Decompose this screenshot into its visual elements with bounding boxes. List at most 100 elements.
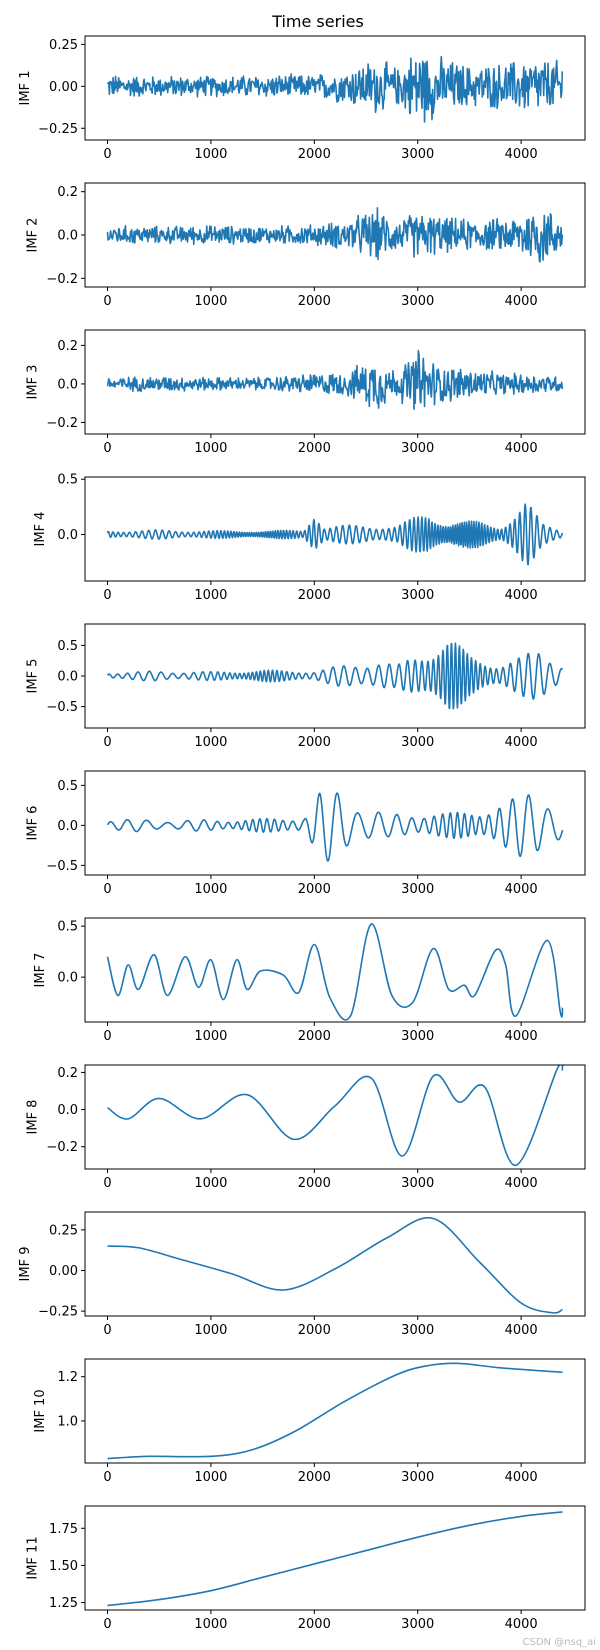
x-tick-label: 2000 [298, 588, 331, 603]
imf-panel: 0 1000 2000 3000 4000 −0.5 0.0 0.5 IMF 5 [26, 623, 586, 750]
y-tick-label: −0.2 [46, 416, 78, 431]
x-tick-label: 2000 [298, 147, 331, 162]
y-axis-label: IMF 7 [33, 953, 48, 988]
y-tick-label: 0.25 [49, 1223, 78, 1238]
x-tick-label: 3000 [401, 147, 434, 162]
axes-frame [84, 770, 586, 876]
x-tick-label: 2000 [298, 294, 331, 309]
y-axis-label: IMF 1 [18, 71, 33, 106]
imf-series-line [106, 923, 564, 1021]
y-axis-label: IMF 4 [33, 512, 48, 547]
y-tick-label: 0.25 [49, 38, 78, 53]
imf-panel: 0 1000 2000 3000 4000 1.25 1.50 1.75 IMF 11 [26, 1505, 586, 1632]
y-axis-label: IMF 2 [26, 218, 41, 253]
x-tick-label: 4000 [505, 1323, 538, 1338]
x-tick-label: 1000 [194, 1176, 227, 1191]
imf-series-line [106, 55, 564, 123]
x-tick-label: 0 [103, 588, 111, 603]
x-tick-label: 0 [103, 294, 111, 309]
x-tick-label: 3000 [401, 441, 434, 456]
y-tick-label: −0.5 [46, 859, 78, 874]
y-tick-label: 1.25 [49, 1596, 78, 1611]
imf-series-line [107, 1362, 563, 1460]
x-tick-label: 1000 [194, 147, 227, 162]
x-tick-label: 1000 [194, 588, 227, 603]
x-tick-label: 2000 [298, 735, 331, 750]
x-tick-label: 4000 [505, 1176, 538, 1191]
imf-panel: 0 1000 2000 3000 4000 0.0 0.5 IMF 7 [33, 917, 586, 1044]
axes-frame [84, 1211, 586, 1317]
x-tick-label: 3000 [401, 588, 434, 603]
x-tick-label: 4000 [505, 441, 538, 456]
y-tick-label: 0.0 [57, 819, 78, 834]
x-tick-label: 1000 [194, 882, 227, 897]
y-tick-label: 0.0 [57, 1103, 78, 1118]
x-tick-label: 3000 [401, 882, 434, 897]
x-tick-label: 4000 [505, 735, 538, 750]
x-tick-label: 0 [103, 147, 111, 162]
y-axis-label: IMF 9 [18, 1247, 33, 1282]
x-tick-label: 3000 [401, 294, 434, 309]
x-tick-label: 3000 [401, 1323, 434, 1338]
y-tick-label: 0.2 [57, 1066, 78, 1081]
y-axis-label: IMF 11 [26, 1536, 41, 1579]
y-axis-label: IMF 10 [33, 1389, 48, 1432]
imf-panel: 0 1000 2000 3000 4000 −0.2 0.0 0.2 IMF 8 [26, 1064, 586, 1191]
y-tick-label: 0.5 [57, 920, 78, 935]
y-tick-label: 0.5 [57, 473, 78, 488]
imf-panel: 0 1000 2000 3000 4000 −0.25 0.00 0.25 IMF 9 [18, 1211, 586, 1338]
y-tick-label: 0.0 [57, 670, 78, 685]
x-tick-label: 4000 [505, 1029, 538, 1044]
x-tick-label: 4000 [505, 294, 538, 309]
y-axis-label: IMF 3 [26, 365, 41, 400]
x-tick-label: 1000 [194, 1323, 227, 1338]
y-tick-label: −0.25 [38, 122, 78, 137]
x-tick-label: 4000 [505, 1617, 538, 1632]
x-tick-label: 0 [103, 1029, 111, 1044]
imf-series-line [107, 1217, 563, 1314]
imf-series-line [106, 503, 564, 566]
x-tick-label: 4000 [505, 147, 538, 162]
x-tick-label: 2000 [298, 1323, 331, 1338]
x-tick-label: 3000 [401, 1029, 434, 1044]
x-tick-label: 0 [103, 1176, 111, 1191]
x-tick-label: 2000 [298, 1470, 331, 1485]
x-tick-label: 2000 [298, 1617, 331, 1632]
y-tick-label: −0.5 [46, 700, 78, 715]
imf-panel: 0 1000 2000 3000 4000 −0.2 0.0 0.2 IMF 2 [26, 182, 586, 309]
imf-series-line [106, 642, 564, 710]
x-tick-label: 2000 [298, 882, 331, 897]
y-tick-label: 0.00 [49, 80, 78, 95]
x-tick-label: 0 [103, 1617, 111, 1632]
x-tick-label: 1000 [194, 735, 227, 750]
y-tick-label: 0.5 [57, 779, 78, 794]
imf-series-line [106, 206, 564, 263]
y-tick-label: −0.2 [46, 272, 78, 287]
y-tick-label: 0.0 [57, 528, 78, 543]
x-tick-label: 1000 [194, 1617, 227, 1632]
axes-frame [84, 476, 586, 582]
y-tick-label: −0.2 [46, 1140, 78, 1155]
y-tick-label: 0.2 [57, 185, 78, 200]
imf-panel: 0 1000 2000 3000 4000 1.0 1.2 IMF 10 [33, 1358, 586, 1485]
axes-frame [84, 917, 586, 1023]
axes-frame [84, 1064, 586, 1170]
axes-frame [84, 1505, 586, 1611]
imf-panel: 0 1000 2000 3000 4000 −0.5 0.0 0.5 IMF 6 [26, 770, 586, 897]
y-tick-label: 0.0 [57, 971, 78, 986]
watermark: CSDN @nsq_ai [523, 1637, 597, 1648]
axes-frame [84, 35, 586, 141]
x-tick-label: 0 [103, 1323, 111, 1338]
x-tick-label: 1000 [194, 1470, 227, 1485]
x-tick-label: 3000 [401, 1617, 434, 1632]
x-tick-label: 2000 [298, 1176, 331, 1191]
x-tick-label: 0 [103, 441, 111, 456]
x-tick-label: 3000 [401, 1176, 434, 1191]
imf-series-line [107, 1511, 563, 1607]
y-tick-label: 1.75 [49, 1522, 78, 1537]
x-tick-label: 2000 [298, 1029, 331, 1044]
y-axis-label: IMF 8 [26, 1100, 41, 1135]
y-tick-label: 0.0 [57, 229, 78, 244]
x-tick-label: 4000 [505, 1470, 538, 1485]
